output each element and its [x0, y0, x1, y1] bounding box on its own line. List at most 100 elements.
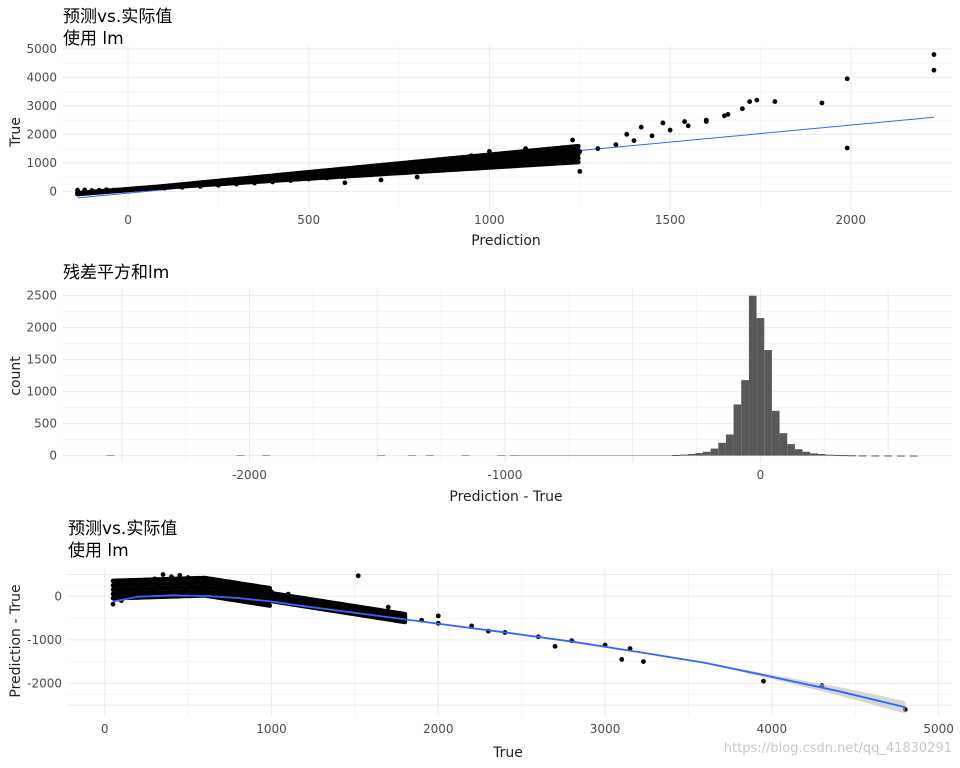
y-tick-label: 3000 — [26, 99, 57, 113]
histogram-bar — [833, 454, 841, 456]
histogram-bar — [733, 404, 742, 456]
histogram-bar — [909, 455, 918, 457]
data-point — [75, 187, 80, 193]
histogram-bar — [779, 433, 788, 456]
data-point — [335, 604, 341, 610]
data-point — [269, 589, 274, 595]
data-point — [244, 583, 249, 588]
data-point — [160, 572, 166, 577]
data-point — [252, 585, 258, 590]
x-tick-label: -1000 — [488, 468, 523, 482]
histogram-bar — [106, 455, 115, 456]
data-point — [613, 142, 619, 147]
panel3-y-ticks: -2000 -1000 0 — [27, 589, 62, 690]
y-tick-label: 0 — [49, 449, 57, 463]
data-point — [649, 133, 655, 139]
x-tick-label: 2000 — [836, 213, 867, 227]
y-tick-label: 2500 — [26, 289, 57, 303]
y-tick-label: 0 — [49, 184, 57, 198]
data-point — [631, 138, 637, 144]
data-point — [360, 172, 366, 178]
data-point — [219, 580, 224, 586]
y-tick-label: -2000 — [27, 676, 62, 690]
x-tick-label: 500 — [297, 213, 320, 227]
data-point — [197, 184, 203, 189]
data-point — [931, 67, 937, 73]
histogram-bar — [794, 449, 803, 456]
data-point — [89, 188, 95, 193]
data-point — [414, 167, 420, 173]
y-tick-label: 4000 — [26, 70, 57, 84]
data-point — [227, 579, 233, 585]
panel2-x-ticks: -2000 -1000 0 — [232, 468, 764, 482]
histogram-bar — [702, 451, 711, 456]
data-point — [559, 151, 565, 157]
panel-residual-histogram: -2000 -1000 0 0 500 1000 1500 2000 2500 残差平方和lm… — [8, 263, 952, 505]
data-point — [234, 181, 239, 187]
y-tick-label: -1000 — [27, 633, 62, 647]
data-point — [641, 659, 646, 664]
panel2-title: 残差平方和lm — [63, 263, 169, 283]
x-tick-label: 1000 — [474, 213, 505, 227]
data-point — [270, 179, 276, 185]
y-tick-label: 500 — [34, 417, 57, 431]
data-point — [378, 177, 384, 183]
histogram-bar — [377, 455, 386, 456]
smooth-confidence-band — [113, 594, 906, 714]
data-point — [761, 678, 766, 684]
x-tick-label: 0 — [757, 468, 765, 482]
panel2-gridlines — [63, 288, 952, 462]
histogram-bar — [687, 454, 696, 456]
data-point — [432, 166, 438, 172]
data-point — [342, 180, 348, 186]
panel1-subtitle: 使用 lm — [63, 28, 124, 49]
data-point — [595, 146, 601, 151]
data-point — [487, 149, 492, 154]
data-point — [754, 97, 760, 103]
data-point — [319, 600, 324, 606]
histogram-bar — [425, 455, 434, 456]
panel2-y-ticks: 0 500 1000 1500 2000 2500 — [26, 289, 57, 463]
data-point — [324, 175, 330, 181]
data-point — [487, 160, 492, 166]
data-point — [267, 603, 273, 608]
data-point — [355, 573, 361, 579]
data-point — [552, 643, 558, 649]
histogram-bar — [810, 453, 818, 456]
panel3-title: 预测vs.实际值 — [68, 519, 177, 539]
data-point — [844, 145, 850, 151]
panel2-y-axis-title: count — [8, 356, 24, 396]
panel3-points — [110, 572, 908, 712]
data-point — [396, 169, 402, 175]
panel3-gridlines — [68, 568, 952, 716]
data-point — [505, 158, 510, 164]
y-tick-label: 1000 — [26, 385, 57, 399]
data-point — [667, 127, 673, 133]
data-point — [577, 168, 583, 174]
y-tick-label: 1500 — [26, 353, 57, 367]
data-point — [235, 581, 241, 587]
data-point — [169, 574, 174, 580]
histogram-bar — [672, 454, 680, 456]
data-point — [682, 119, 687, 124]
data-point — [660, 120, 666, 126]
data-point — [210, 578, 216, 584]
data-point — [523, 156, 528, 161]
data-point — [110, 601, 116, 607]
data-point — [194, 576, 199, 582]
data-point — [576, 143, 581, 149]
y-tick-label: 1000 — [26, 156, 57, 170]
data-point — [739, 106, 745, 112]
data-point — [152, 576, 158, 582]
data-point — [570, 137, 575, 143]
x-tick-label: 1000 — [256, 722, 287, 736]
data-point — [260, 586, 266, 591]
panel2-bars — [106, 295, 918, 457]
data-point — [747, 99, 753, 104]
histogram-bar — [510, 455, 519, 456]
x-tick-label: 4000 — [757, 722, 788, 736]
histogram-bar — [718, 442, 726, 456]
data-point — [638, 124, 644, 130]
data-point — [127, 589, 133, 595]
